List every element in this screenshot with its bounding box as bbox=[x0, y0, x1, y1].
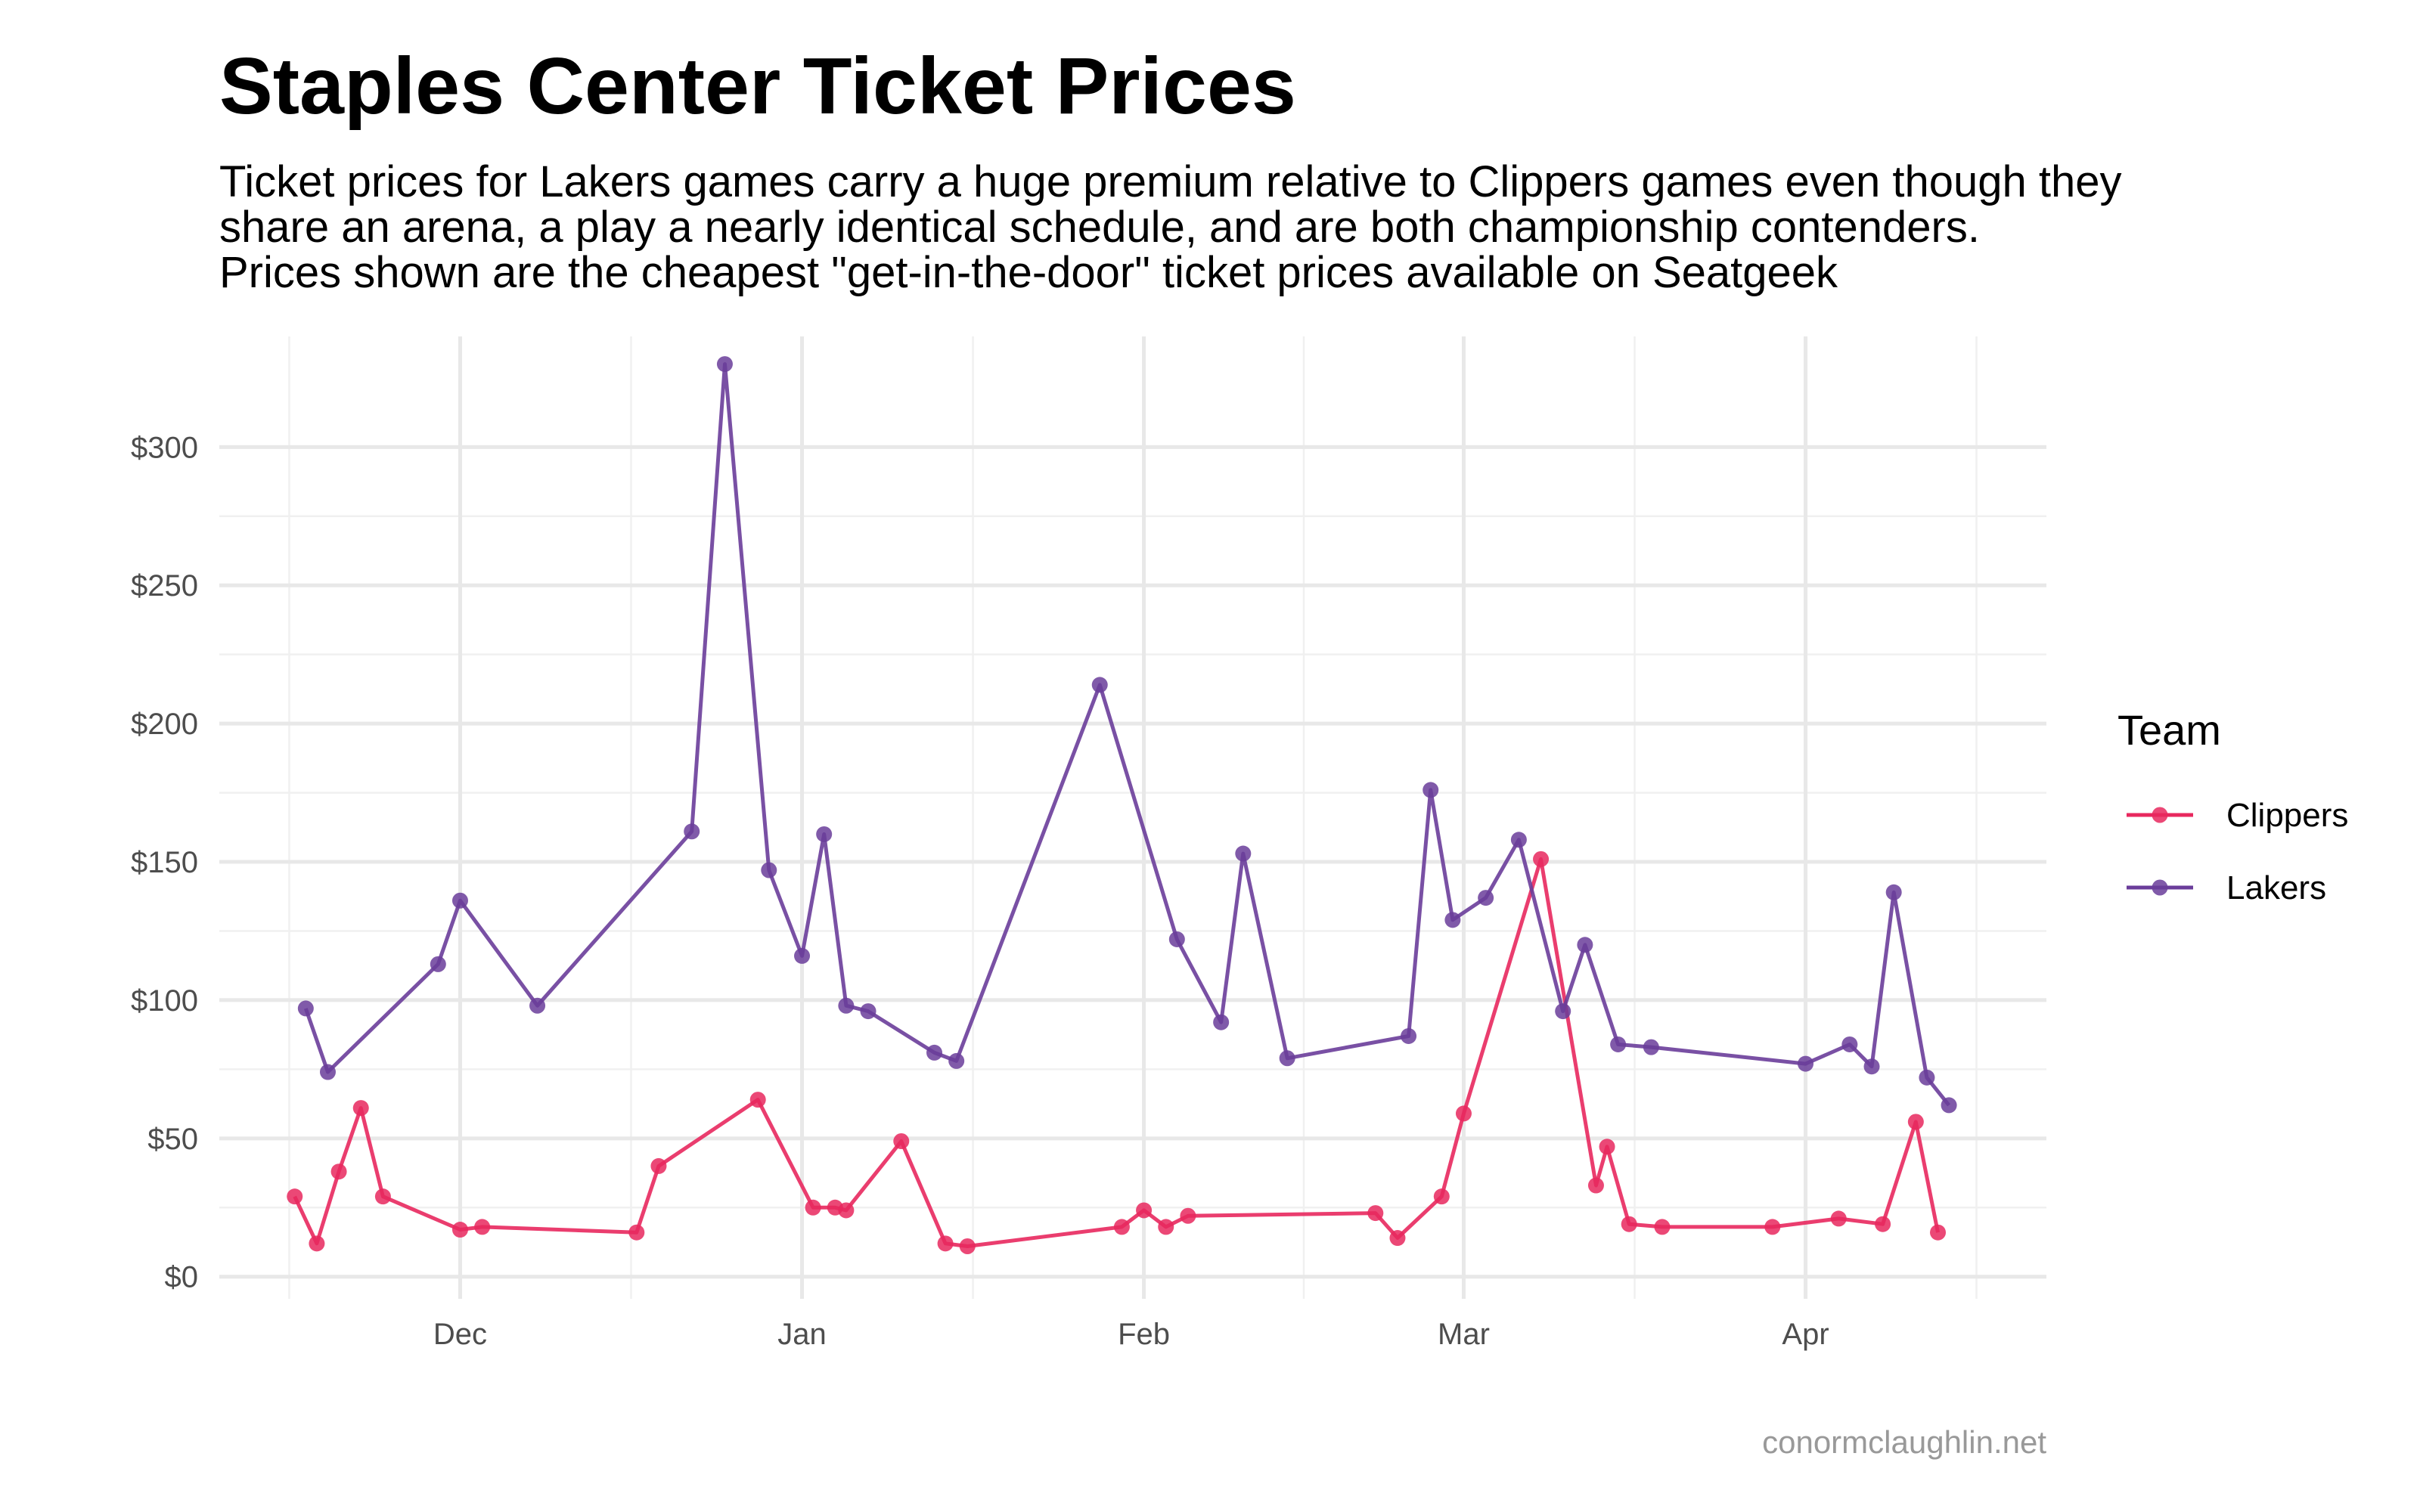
lakers-point bbox=[794, 947, 811, 964]
clippers-point bbox=[374, 1188, 391, 1205]
lakers-point bbox=[529, 997, 546, 1014]
lakers-point bbox=[1577, 937, 1593, 953]
legend-key-clippers-point bbox=[2152, 807, 2168, 823]
y-axis: $0 $50 $100 $150 $200 $250 $300 bbox=[131, 431, 198, 1294]
chart-caption: conormclaughlin.net bbox=[1762, 1424, 2046, 1460]
lakers-point bbox=[716, 356, 733, 373]
lakers-point bbox=[1510, 832, 1527, 848]
y-tick-label: $50 bbox=[147, 1123, 198, 1156]
lakers-point bbox=[1423, 782, 1439, 798]
lakers-point bbox=[297, 1000, 314, 1017]
clippers-point bbox=[1180, 1207, 1196, 1224]
clippers-point bbox=[309, 1235, 325, 1252]
lakers-point bbox=[1863, 1058, 1880, 1075]
lakers-point bbox=[1235, 845, 1252, 862]
lakers-point bbox=[684, 823, 700, 840]
x-tick-label: Feb bbox=[1118, 1318, 1170, 1351]
clippers-point bbox=[959, 1238, 976, 1254]
lakers-point bbox=[761, 862, 777, 878]
clippers-line bbox=[293, 857, 1940, 1248]
lakers-point bbox=[319, 1064, 336, 1080]
lakers-point bbox=[926, 1044, 943, 1061]
clippers-point bbox=[1875, 1216, 1891, 1232]
grid bbox=[219, 336, 2046, 1299]
lakers-point bbox=[1168, 931, 1185, 947]
y-tick-label: $300 bbox=[131, 431, 198, 464]
lakers-point bbox=[1841, 1036, 1858, 1052]
clippers-point bbox=[451, 1222, 468, 1238]
lakers-point bbox=[1401, 1027, 1417, 1044]
lakers-point bbox=[1919, 1069, 1935, 1086]
lakers-point bbox=[1478, 890, 1494, 906]
lakers-point bbox=[451, 892, 468, 909]
clippers-point bbox=[1113, 1219, 1130, 1235]
lakers-point bbox=[1091, 677, 1108, 693]
lakers-point bbox=[816, 826, 833, 842]
clippers-point bbox=[805, 1199, 821, 1216]
clippers-point bbox=[749, 1092, 766, 1108]
clippers-point bbox=[1158, 1219, 1174, 1235]
lakers-point bbox=[948, 1052, 965, 1069]
clippers-point bbox=[1907, 1114, 1924, 1130]
y-tick-label: $250 bbox=[131, 569, 198, 603]
clippers-point bbox=[937, 1235, 954, 1252]
lakers-point bbox=[1279, 1050, 1295, 1067]
plot-area bbox=[287, 356, 1957, 1254]
y-tick-label: $0 bbox=[165, 1261, 199, 1294]
legend-label-lakers: Lakers bbox=[2226, 869, 2326, 906]
clippers-point bbox=[893, 1132, 910, 1149]
chart-subtitle-line-3: Prices shown are the cheapest "get-in-th… bbox=[219, 248, 1838, 297]
lakers-point bbox=[1444, 912, 1461, 928]
chart-subtitle-line-1: Ticket prices for Lakers games carry a h… bbox=[219, 157, 2122, 206]
legend-label-clippers: Clippers bbox=[2226, 797, 2348, 834]
clippers-point bbox=[330, 1163, 347, 1180]
lakers-point bbox=[430, 956, 446, 972]
x-tick-label: Jan bbox=[777, 1318, 827, 1351]
clippers-point bbox=[1587, 1177, 1604, 1194]
chart-subtitle-line-2: share an arena, a play a nearly identica… bbox=[219, 203, 1980, 252]
clippers-point bbox=[1599, 1139, 1615, 1155]
clippers-point bbox=[474, 1219, 491, 1235]
lakers-point bbox=[1610, 1036, 1627, 1052]
x-tick-label: Apr bbox=[1782, 1318, 1829, 1351]
lakers-point bbox=[1213, 1014, 1230, 1030]
clippers-point bbox=[1455, 1105, 1472, 1122]
clippers-point bbox=[1389, 1230, 1406, 1247]
clippers-point bbox=[1764, 1219, 1781, 1235]
clippers-point bbox=[352, 1100, 369, 1117]
lakers-point bbox=[1885, 884, 1902, 900]
legend: Team Clippers Lakers bbox=[2118, 706, 2348, 906]
x-axis: Dec Jan Feb Mar Apr bbox=[433, 1318, 1829, 1351]
y-tick-label: $150 bbox=[131, 846, 198, 879]
clippers-point bbox=[1367, 1205, 1384, 1222]
x-tick-label: Mar bbox=[1438, 1318, 1490, 1351]
clippers-point bbox=[287, 1188, 303, 1205]
clippers-point bbox=[650, 1157, 667, 1174]
clippers-point bbox=[1830, 1210, 1847, 1227]
clippers-point bbox=[1433, 1188, 1450, 1205]
lakers-point bbox=[1941, 1097, 1957, 1114]
clippers-point bbox=[1533, 850, 1550, 867]
clippers-point bbox=[628, 1224, 645, 1241]
clippers-point bbox=[1136, 1202, 1153, 1219]
legend-key-lakers-point bbox=[2152, 879, 2168, 896]
lakers-point bbox=[1555, 1003, 1571, 1020]
y-tick-label: $200 bbox=[131, 708, 198, 741]
lakers-point bbox=[1798, 1055, 1814, 1072]
lakers-point bbox=[838, 997, 855, 1014]
lakers-point bbox=[1643, 1039, 1659, 1055]
clippers-point bbox=[838, 1202, 855, 1219]
lakers-point bbox=[860, 1003, 876, 1020]
x-tick-label: Dec bbox=[433, 1318, 487, 1351]
clippers-point bbox=[1654, 1219, 1671, 1235]
y-tick-label: $100 bbox=[131, 984, 198, 1018]
chart-title: Staples Center Ticket Prices bbox=[219, 42, 1296, 131]
clippers-point bbox=[1621, 1216, 1637, 1232]
clippers-point bbox=[1930, 1224, 1947, 1241]
legend-title: Team bbox=[2118, 706, 2221, 754]
lakers-line bbox=[303, 362, 1951, 1107]
